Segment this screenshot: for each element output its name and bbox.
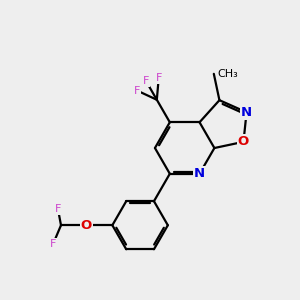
Text: N: N: [194, 167, 205, 180]
Text: F: F: [134, 85, 140, 96]
Text: N: N: [241, 106, 252, 119]
Text: O: O: [238, 135, 249, 148]
Text: F: F: [50, 239, 56, 249]
Text: F: F: [55, 204, 61, 214]
Text: O: O: [81, 219, 92, 232]
Text: CH₃: CH₃: [218, 69, 238, 79]
Text: F: F: [155, 73, 162, 83]
Text: F: F: [143, 76, 149, 86]
